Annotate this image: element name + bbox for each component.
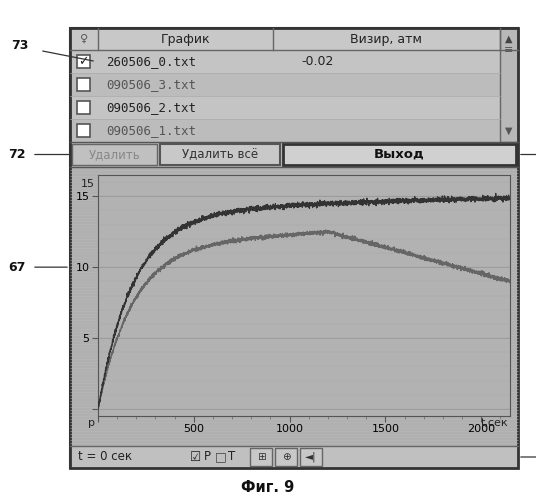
- Text: Удалить всё: Удалить всё: [182, 148, 258, 161]
- Text: ▲: ▲: [505, 34, 513, 44]
- Text: t = 0 сек: t = 0 сек: [78, 450, 132, 464]
- Bar: [160, 144, 280, 165]
- Bar: [70, 28, 518, 468]
- Bar: [72, 144, 157, 165]
- Text: ▼: ▼: [505, 126, 513, 136]
- Bar: [500, 28, 518, 142]
- Text: 73: 73: [11, 39, 29, 52]
- Text: t,сек: t,сек: [480, 418, 508, 428]
- Bar: [77, 78, 90, 91]
- Text: ⊞: ⊞: [257, 452, 265, 462]
- Text: 260506_0.txt: 260506_0.txt: [106, 55, 196, 68]
- Text: 72: 72: [8, 148, 26, 161]
- Text: Визир, атм: Визир, атм: [351, 32, 422, 46]
- Text: 090506_3.txt: 090506_3.txt: [106, 78, 196, 91]
- Bar: [70, 73, 500, 96]
- Text: Удалить: Удалить: [88, 148, 140, 161]
- Text: р: р: [88, 418, 95, 428]
- Bar: [70, 50, 500, 73]
- Bar: [77, 55, 90, 68]
- Text: ☑: ☑: [190, 450, 201, 464]
- Text: Фиг. 9: Фиг. 9: [241, 480, 295, 496]
- Text: ⊕: ⊕: [281, 452, 291, 462]
- Bar: [70, 96, 500, 119]
- Text: -0.02: -0.02: [302, 55, 334, 68]
- Text: График: График: [161, 32, 210, 46]
- Text: 090506_2.txt: 090506_2.txt: [106, 101, 196, 114]
- Text: ◄|: ◄|: [305, 452, 317, 462]
- Bar: [70, 119, 500, 142]
- Text: □: □: [215, 450, 227, 464]
- Text: ✓: ✓: [78, 55, 89, 68]
- Bar: [250, 448, 272, 466]
- Bar: [70, 28, 518, 50]
- Bar: [283, 144, 516, 165]
- Bar: [70, 142, 518, 167]
- Bar: [77, 124, 90, 137]
- Text: 090506_1.txt: 090506_1.txt: [106, 124, 196, 137]
- Text: T: T: [228, 450, 235, 464]
- Bar: [70, 446, 518, 468]
- Bar: [70, 167, 518, 446]
- Bar: [300, 448, 322, 466]
- Text: ♀: ♀: [80, 34, 88, 44]
- Text: P: P: [204, 450, 211, 464]
- Bar: [70, 28, 518, 468]
- Text: Выход: Выход: [374, 148, 425, 161]
- Bar: [77, 101, 90, 114]
- Bar: [275, 448, 297, 466]
- Text: 15: 15: [81, 179, 95, 189]
- Text: р,атм: р,атм: [105, 177, 139, 190]
- Text: 67: 67: [9, 260, 26, 274]
- Text: ≡: ≡: [504, 45, 513, 55]
